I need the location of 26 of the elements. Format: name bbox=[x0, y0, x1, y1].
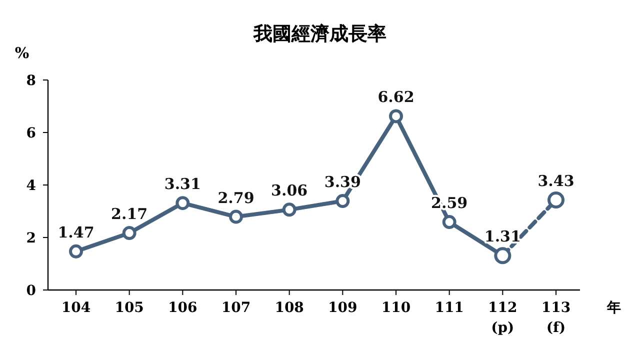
x-tick-label: 109 bbox=[328, 300, 358, 316]
y-tick-label: 8 bbox=[26, 73, 36, 89]
x-tick-label: 113 (f) bbox=[541, 300, 571, 336]
y-tick-label: 6 bbox=[26, 126, 36, 142]
data-label: 3.06 bbox=[271, 182, 308, 200]
data-label: 2.17 bbox=[111, 205, 148, 224]
y-tick-label: 2 bbox=[26, 230, 36, 246]
x-axis-title: 年 bbox=[606, 300, 621, 316]
x-tick-label: 108 bbox=[274, 300, 304, 316]
chart-title: 我國經濟成長率 bbox=[252, 23, 386, 45]
x-tick-label: 104 bbox=[61, 300, 91, 316]
data-label: 1.31 bbox=[484, 228, 521, 246]
x-tick-label: 105 bbox=[114, 300, 144, 316]
y-tick-label: 4 bbox=[26, 178, 36, 194]
x-tick-label: 112 (p) bbox=[488, 300, 518, 336]
data-label: 1.47 bbox=[58, 223, 94, 242]
x-tick-label: 111 bbox=[434, 300, 464, 316]
data-label: 2.79 bbox=[218, 188, 254, 207]
x-tick-label: 110 bbox=[381, 300, 411, 316]
y-tick-label: 0 bbox=[26, 283, 36, 299]
data-label: 3.43 bbox=[538, 172, 574, 190]
x-tick-label: 107 bbox=[221, 300, 251, 316]
data-label: 3.31 bbox=[164, 175, 201, 194]
x-tick-label: 106 bbox=[168, 300, 198, 316]
data-label: 6.62 bbox=[378, 88, 414, 106]
y-axis-title: % bbox=[14, 44, 30, 62]
